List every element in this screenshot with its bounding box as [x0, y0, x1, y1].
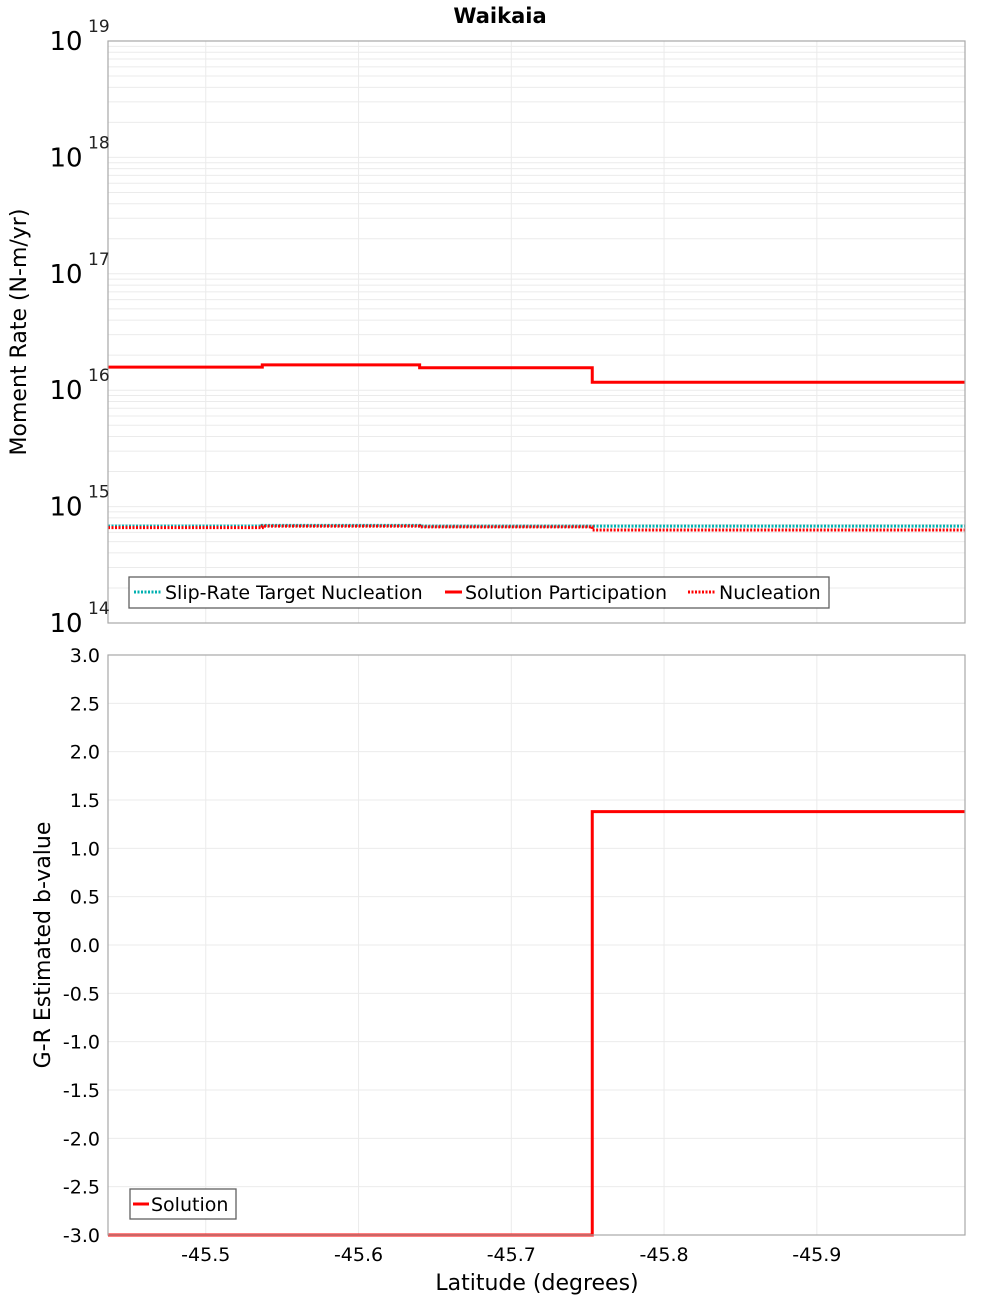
legend-solution-label: Solution	[151, 1194, 228, 1216]
y-tick-label: 1.5	[70, 790, 100, 812]
y-tick-label: 1.0	[70, 838, 100, 860]
x-axis-ticks: -45.5 -45.6 -45.7 -45.8 -45.9	[181, 1244, 841, 1266]
top-y-axis-ticks: 10 14 10 15 10 16 10 17 10 18 10 19	[49, 17, 109, 639]
top-legend: Slip-Rate Target Nucleation Solution Par…	[128, 576, 830, 609]
top-plot-grid	[108, 41, 965, 624]
y-tick-label: 10 17	[49, 250, 109, 290]
y-tick-label: -2.0	[63, 1128, 100, 1150]
svg-text:10: 10	[49, 27, 82, 57]
svg-text:10: 10	[49, 260, 82, 290]
x-tick-label: -45.6	[334, 1244, 383, 1266]
x-tick-label: -45.8	[639, 1244, 688, 1266]
y-tick-label: -1.5	[63, 1080, 100, 1102]
svg-text:16: 16	[88, 366, 110, 386]
y-tick-label: 10 15	[49, 483, 109, 523]
y-tick-label: 10 19	[49, 17, 109, 57]
y-tick-label: -1.0	[63, 1032, 100, 1054]
y-tick-label: 10 18	[49, 133, 109, 173]
legend-nucleation-label: Nucleation	[719, 582, 821, 604]
x-tick-label: -45.9	[792, 1244, 841, 1266]
y-tick-label: 0.5	[70, 887, 100, 909]
y-tick-label: -3.0	[63, 1225, 100, 1247]
svg-text:17: 17	[88, 250, 110, 270]
svg-text:14: 14	[88, 599, 110, 619]
svg-text:18: 18	[88, 133, 110, 153]
svg-text:15: 15	[88, 483, 110, 503]
svg-text:19: 19	[88, 17, 110, 37]
bottom-plot-frame	[107, 654, 966, 1236]
y-tick-label: 0.0	[70, 935, 100, 957]
bottom-y-axis-ticks: 3.0 2.5 2.0 1.5 1.0 0.5 0.0 -0.5 -1.0 -1.5 -2.0 -2.…	[63, 645, 100, 1247]
svg-text:10: 10	[49, 609, 82, 639]
y-tick-label: -0.5	[63, 983, 100, 1005]
x-tick-label: -45.5	[181, 1244, 230, 1266]
bottom-plot-series	[108, 810, 965, 1237]
svg-text:10: 10	[49, 493, 82, 523]
bottom-legend: Solution	[129, 1188, 237, 1220]
chart-title: Waikaia	[453, 4, 546, 28]
y-tick-label: 3.0	[70, 645, 100, 667]
top-plot-frame	[107, 40, 966, 624]
y-tick-label: 2.0	[70, 742, 100, 764]
y-tick-label: 10 14	[49, 599, 109, 639]
bottom-y-axis-label: G-R Estimated b-value	[31, 822, 56, 1069]
x-tick-label: -45.7	[487, 1244, 536, 1266]
legend-slip-rate-label: Slip-Rate Target Nucleation	[165, 582, 423, 604]
top-y-axis-label: Moment Rate (N-m/yr)	[7, 209, 32, 456]
top-plot-series	[108, 363, 965, 532]
y-tick-label: 10 16	[49, 366, 109, 406]
y-tick-label: 2.5	[70, 693, 100, 715]
bottom-plot-grid	[108, 654, 965, 1236]
x-axis-label: Latitude (degrees)	[435, 1271, 638, 1296]
legend-solution-participation-label: Solution Participation	[465, 582, 667, 604]
y-tick-label: -2.5	[63, 1177, 100, 1199]
svg-text:10: 10	[49, 376, 82, 406]
svg-text:10: 10	[49, 143, 82, 173]
